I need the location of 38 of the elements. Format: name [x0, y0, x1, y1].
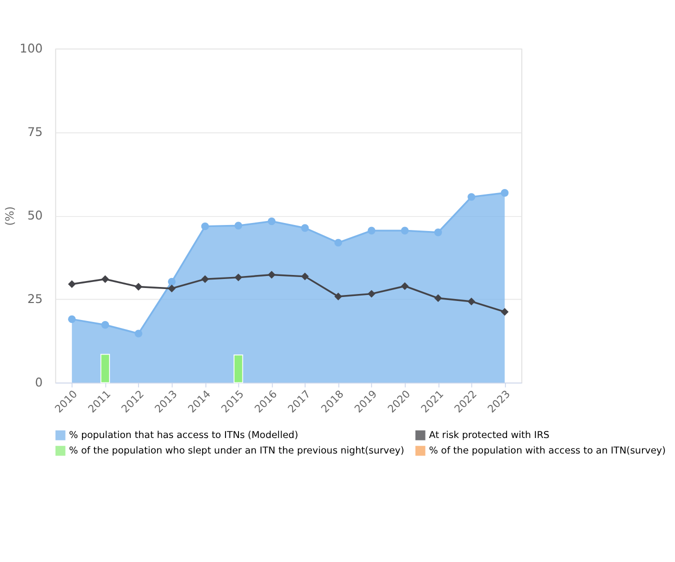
point	[468, 298, 476, 306]
y-tick-label: 25	[27, 292, 43, 306]
point	[500, 189, 509, 197]
point	[134, 330, 142, 338]
point	[301, 272, 309, 280]
y-axis-title: (%)	[4, 206, 17, 226]
point	[334, 292, 342, 300]
legend-label: % of the population with access to an ITN(survey)	[428, 445, 666, 456]
point	[234, 274, 242, 282]
legend-label: At risk protected with IRS	[428, 430, 550, 441]
point	[400, 282, 409, 290]
point	[468, 193, 476, 201]
point	[68, 315, 76, 324]
y-tick-label: 50	[27, 208, 43, 223]
point	[201, 275, 209, 283]
point	[434, 228, 442, 236]
y-tick-label: 100	[20, 41, 43, 56]
point	[201, 222, 209, 230]
y-tick-label: 75	[27, 125, 43, 140]
legend-label: % of the population who slept under an ITN the previous night(survey)	[69, 445, 404, 456]
point	[101, 275, 110, 283]
point	[368, 290, 376, 298]
point	[400, 226, 409, 235]
point	[368, 226, 376, 235]
point	[134, 282, 142, 291]
point	[334, 238, 342, 247]
point	[168, 284, 176, 292]
point	[268, 217, 276, 226]
point	[234, 222, 242, 230]
point	[301, 224, 309, 232]
point	[101, 321, 110, 329]
point	[268, 270, 276, 279]
point	[68, 280, 76, 288]
point	[168, 278, 176, 286]
point	[434, 294, 442, 302]
legend-label: % population that has access to ITNs (Modelled)	[69, 430, 298, 441]
point	[500, 308, 509, 316]
y-tick-label: 0	[35, 376, 43, 390]
